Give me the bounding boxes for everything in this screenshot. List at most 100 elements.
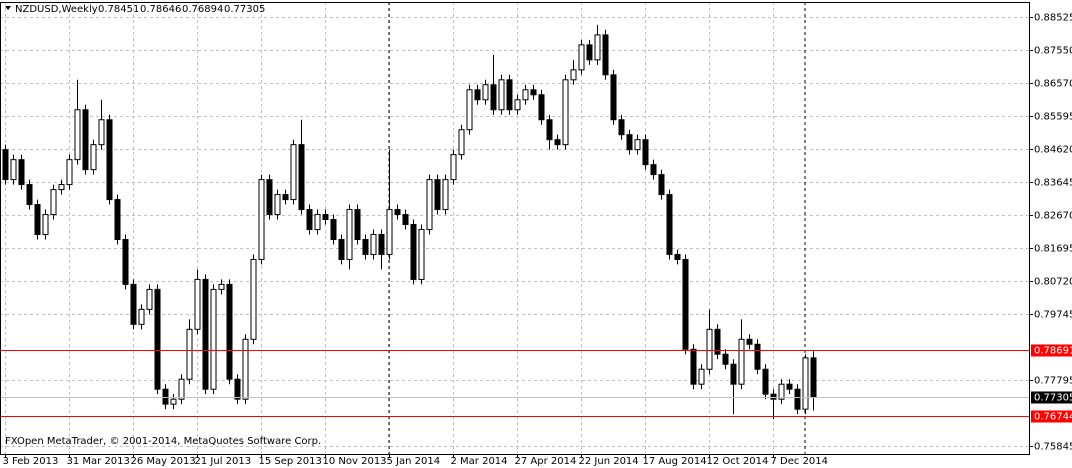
- y-tick-label: 0.84620: [1034, 145, 1072, 156]
- candle-body: [626, 134, 633, 151]
- candle-body: [682, 258, 689, 350]
- candle-body: [698, 368, 705, 385]
- candle-body: [138, 308, 145, 325]
- price-label-box: [1031, 410, 1072, 423]
- y-tick-label: 0.80720: [1034, 277, 1072, 288]
- menu-arrow[interactable]: [5, 6, 11, 10]
- candle-body: [250, 258, 257, 340]
- candle-body: [154, 288, 161, 390]
- candle-body: [418, 229, 425, 280]
- candle-body: [386, 209, 393, 255]
- candle-body: [202, 278, 209, 390]
- candle-body: [794, 388, 801, 410]
- x-tick-label: 3 Feb 2013: [3, 456, 59, 467]
- candle-body: [370, 233, 377, 255]
- candle-body: [498, 79, 505, 111]
- candle-body: [74, 109, 81, 161]
- candle-body: [666, 194, 673, 255]
- copyright: FXOpen MetaTrader, © 2001-2014, MetaQuot…: [5, 436, 321, 447]
- candle-body: [786, 383, 793, 390]
- candle-body: [450, 154, 457, 181]
- candle-body: [634, 139, 641, 151]
- candle-body: [426, 179, 433, 231]
- candle-body: [778, 383, 785, 400]
- current-price-label: 0.77305: [1034, 393, 1072, 404]
- candle-body: [234, 378, 241, 400]
- candle-body: [210, 288, 217, 390]
- x-tick-label: 10 Nov 2013: [323, 456, 387, 467]
- candle-body: [602, 34, 609, 76]
- chart-title: NZDUSD,Weekly: [15, 4, 98, 15]
- candle-body: [458, 129, 465, 156]
- y-tick-label: 0.87550: [1034, 46, 1072, 57]
- candle-body: [730, 363, 737, 385]
- candle-body: [2, 149, 9, 181]
- candle-body: [26, 184, 33, 206]
- header-high: 0.78646: [140, 4, 181, 15]
- candle-body: [82, 109, 89, 171]
- x-tick-label: 2 Mar 2014: [451, 456, 508, 467]
- candle-body: [394, 209, 401, 216]
- current-price-box: [1031, 391, 1072, 404]
- y-tick-label: 0.86570: [1034, 79, 1072, 90]
- candle-body: [362, 238, 369, 255]
- candle-body: [42, 214, 49, 235]
- x-tick-label: 12 Oct 2014: [707, 456, 769, 467]
- x-tick-label: 26 May 2013: [131, 456, 196, 467]
- candle-body: [98, 119, 105, 146]
- candle-body: [618, 119, 625, 136]
- x-tick-label: 31 Mar 2013: [67, 456, 130, 467]
- candle-body: [402, 214, 409, 226]
- candle-body: [10, 159, 17, 181]
- x-tick-label: 27 Apr 2014: [515, 456, 577, 467]
- candle-body: [690, 348, 697, 385]
- candle-body: [490, 84, 497, 111]
- header-close: 0.77305: [224, 4, 265, 15]
- candle-body: [714, 328, 721, 355]
- price-label: 0.76744: [1034, 412, 1072, 423]
- header-low: 0.76894: [182, 4, 223, 15]
- candle-body: [546, 119, 553, 141]
- candle-body: [578, 44, 585, 71]
- candle-body: [522, 89, 529, 101]
- candle-body: [586, 44, 593, 61]
- candle-body: [610, 74, 617, 121]
- header-open: 0.78451: [98, 4, 139, 15]
- candle-body: [226, 283, 233, 380]
- candle-body: [722, 353, 729, 365]
- candle-body: [474, 89, 481, 101]
- candle-body: [282, 194, 289, 201]
- x-tick-label: 7 Dec 2014: [771, 456, 829, 467]
- plot-border: [0, 2, 1030, 455]
- candle-body: [58, 184, 65, 191]
- candle-body: [442, 179, 449, 211]
- x-tick-label: 5 Jan 2014: [387, 456, 441, 467]
- candle-body: [650, 164, 657, 176]
- y-tick-label: 0.88525: [1034, 13, 1072, 24]
- candle-body: [330, 219, 337, 240]
- candle-body: [194, 278, 201, 330]
- plot: [0, 24, 1030, 420]
- y-tick-label: 0.83645: [1034, 178, 1072, 189]
- candle-body: [314, 214, 321, 231]
- candle-body: [18, 159, 25, 186]
- candle-body: [50, 189, 57, 216]
- candle-body: [706, 328, 713, 370]
- candle-body: [746, 338, 753, 345]
- candle-body: [218, 283, 225, 290]
- candle-body: [482, 84, 489, 101]
- candle-body: [378, 233, 385, 255]
- grid: [0, 2, 1030, 455]
- candle-body: [274, 194, 281, 216]
- candle-body: [170, 398, 177, 405]
- candle-body: [354, 209, 361, 240]
- candle-body: [754, 343, 761, 370]
- y-tick-label: 0.75845: [1034, 442, 1072, 453]
- candle-body: [242, 338, 249, 400]
- x-tick-label: 22 Jun 2014: [579, 456, 639, 467]
- candle-body: [570, 69, 577, 81]
- candle-body: [290, 144, 297, 201]
- candle-body: [306, 209, 313, 231]
- candle-body: [594, 34, 601, 61]
